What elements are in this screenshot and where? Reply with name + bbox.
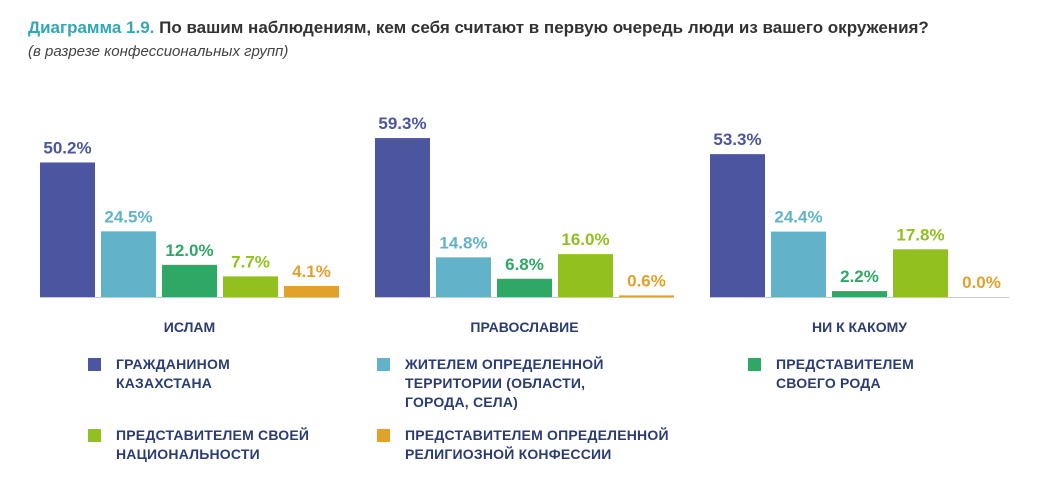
bar (893, 249, 948, 297)
data-label: 24.4% (774, 208, 822, 227)
bar-chart: 50.2% 24.5% 12.0% 7.7% 4.1% ИСЛАМ 59.3% 14.8% 6.… (40, 114, 1009, 335)
legend-swatch (377, 429, 390, 442)
data-label: 16.0% (561, 230, 609, 249)
legend-label-line: СВОЕГО РОДА (776, 375, 881, 391)
data-label: 2.2% (840, 267, 879, 286)
data-label: 53.3% (713, 130, 761, 149)
bar (162, 264, 217, 297)
legend-label-line: ПРЕДСТАВИТЕЛЕМ СВОЕЙ (116, 427, 310, 443)
data-label: 7.7% (231, 252, 270, 271)
chart-subtitle: (в разрезе конфессиональных групп) (28, 43, 289, 60)
legend-label: ЖИТЕЛЕМ ОПРЕДЕЛЕННОЙ ТЕРРИТОРИИ (ОБЛАСТИ,… (405, 355, 604, 412)
data-label: 0.0% (962, 273, 1001, 292)
legend-swatch (88, 358, 101, 371)
data-label: 17.8% (896, 225, 944, 244)
legend-item: ГРАЖДАНИНОМ КАЗАХСТАНА (88, 355, 230, 393)
legend-label-line: НАЦИОНАЛЬНОСТИ (116, 446, 260, 462)
legend-label-line: РЕЛИГИОЗНОЙ КОНФЕССИИ (405, 446, 612, 462)
legend-label-line: ГРАЖДАНИНОМ (116, 356, 230, 372)
legend-label-line: ЖИТЕЛЕМ ОПРЕДЕЛЕННОЙ (405, 356, 604, 372)
chart-title-number: Диаграмма 1.9. (28, 18, 155, 37)
bar (497, 278, 552, 297)
chart-title: Диаграмма 1.9. По вашим наблюдениям, кем… (28, 18, 929, 38)
legend-item: ПРЕДСТАВИТЕЛЕМ СВОЕЙ НАЦИОНАЛЬНОСТИ (88, 426, 309, 464)
data-label: 0.6% (627, 271, 666, 290)
legend-swatch (748, 358, 761, 371)
bar (284, 286, 339, 297)
legend-item: ПРЕДСТАВИТЕЛЕМ ОПРЕДЕЛЕННОЙ РЕЛИГИОЗНОЙ К… (377, 426, 669, 464)
legend-item: ЖИТЕЛЕМ ОПРЕДЕЛЕННОЙ ТЕРРИТОРИИ (ОБЛАСТИ,… (377, 355, 604, 412)
legend-label: ГРАЖДАНИНОМ КАЗАХСТАНА (116, 355, 230, 393)
legend-swatch (377, 358, 390, 371)
legend-label: ПРЕДСТАВИТЕЛЕМ СВОЕЙ НАЦИОНАЛЬНОСТИ (116, 426, 309, 464)
legend-label-line: ПРЕДСТАВИТЕЛЕМ ОПРЕДЕЛЕННОЙ (405, 427, 669, 443)
data-label: 12.0% (165, 241, 213, 260)
data-label: 24.5% (104, 207, 152, 226)
data-label: 4.1% (292, 262, 331, 281)
bar (619, 295, 674, 297)
chart-title-text: По вашим наблюдениям, кем себя считают в… (154, 18, 929, 37)
bar (101, 231, 156, 297)
bar (771, 231, 826, 297)
bar (558, 254, 613, 297)
bar (436, 257, 491, 297)
legend-swatch (88, 429, 101, 442)
legend-label-line: ТЕРРИТОРИИ (ОБЛАСТИ, (405, 375, 586, 391)
category-label: ИСЛАМ (164, 319, 215, 335)
data-label: 59.3% (378, 114, 426, 133)
legend-label-line: КАЗАХСТАНА (116, 375, 213, 391)
legend-item: ПРЕДСТАВИТЕЛЕМ СВОЕГО РОДА (748, 355, 914, 393)
legend-label-line: ГОРОДА, СЕЛА) (405, 394, 519, 410)
category-label: ПРАВОСЛАВИЕ (470, 319, 578, 335)
bar (375, 138, 430, 297)
data-label: 50.2% (43, 138, 91, 157)
bar (710, 154, 765, 297)
legend-label: ПРЕДСТАВИТЕЛЕМ ОПРЕДЕЛЕННОЙ РЕЛИГИОЗНОЙ К… (405, 426, 669, 464)
bar (223, 276, 278, 297)
bar (40, 162, 95, 297)
data-label: 6.8% (505, 255, 544, 274)
legend-label-line: ПРЕДСТАВИТЕЛЕМ (776, 356, 914, 372)
legend-label: ПРЕДСТАВИТЕЛЕМ СВОЕГО РОДА (776, 355, 914, 393)
data-label: 14.8% (439, 233, 487, 252)
bar (832, 291, 887, 297)
category-label: НИ К КАКОМУ (812, 319, 907, 335)
